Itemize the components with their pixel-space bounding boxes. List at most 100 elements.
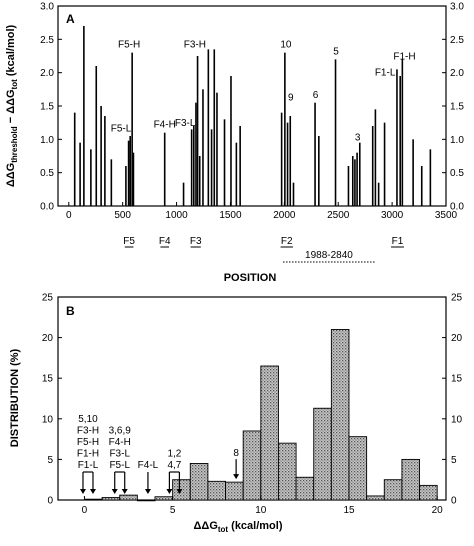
panel-a-annotation-11: F1-H [393, 51, 415, 62]
panel-b-annotation-1-line-3: F5-L [109, 460, 130, 471]
panel-a-xtick-label-1: 500 [114, 210, 131, 221]
panel-a-fragment-label-2: F3 [190, 236, 202, 247]
panel-b-annotation-2-line-0: F4-L [138, 460, 159, 471]
panel-b-annotation-1-line-2: F3-L [109, 449, 130, 460]
panel-b-bar-17 [383, 479, 403, 501]
panel-b-annotation-0-line-3: F1-H [77, 449, 99, 460]
panel-a-frame [57, 5, 447, 207]
panel-b-annotation-3-arrow-head-1 [176, 489, 183, 494]
panel-b-bar-16 [366, 495, 385, 501]
panel-b-bar-0 [84, 498, 103, 501]
panel-a-annotation-0: F5-H [118, 39, 140, 50]
panel-a-fragment-label-3: F2 [281, 236, 293, 247]
panel-b-annotation-1-line-1: F4-H [109, 437, 131, 448]
panel-b-bar-3 [136, 499, 156, 502]
panel-a-annotation-4: F3-L [175, 118, 196, 129]
panel-b-bar-6 [189, 463, 209, 501]
panel-a-annotation-6: 9 [288, 93, 294, 104]
panel-b-ytick-label-left-3: 15 [42, 374, 54, 385]
panel-b-annotation-0-line-2: F5-H [77, 437, 99, 448]
panel-a-annotation-3: F3-H [184, 39, 206, 50]
panel-a-ylabel: ΔΔGthreshold − ΔΔGtot (kcal/mol) [5, 24, 19, 187]
panel-a-fragment-label-4: F1 [392, 236, 404, 247]
panel-a-ytick-label-left-4: 2.0 [40, 68, 54, 79]
panel-b-xlabel-part1: ΔΔG [194, 520, 218, 532]
panel-a-ytick-label-left-5: 2.5 [40, 35, 54, 46]
panel-b-annotation-4-line-0: 8 [233, 448, 239, 459]
panel-b-bar-8 [225, 481, 244, 501]
panel-b-ytick-label-right-2: 10 [451, 414, 463, 425]
panel-b-bar-19 [419, 484, 438, 501]
panel-b-xlabel: ΔΔGtot (kcal/mol) [194, 520, 283, 534]
panel-a-ytick-label-right-2: 1.0 [450, 135, 464, 146]
panel-b-bar-15 [348, 436, 368, 501]
panel-b-annotation-4-arrow-head [233, 474, 240, 480]
panel-a-ytick-label-right-5: 2.5 [450, 35, 464, 46]
panel-b-xtick-label-1: 5 [170, 505, 176, 516]
panel-b-ytick-label-left-2: 10 [42, 414, 54, 425]
panel-a-ytick-label-right-0: 0.0 [450, 202, 464, 213]
panel-b-xtick-label-2: 10 [255, 505, 267, 516]
panel-b-ytick-label-left-4: 20 [42, 333, 54, 344]
panel-b-annotation-1-arrow-head-0 [111, 489, 118, 494]
panel-a-annotation-9: 3 [355, 133, 361, 144]
panel-a-xtick-label-2: 1000 [165, 210, 188, 221]
panel-a-range-label: 1988-2840 [305, 250, 353, 261]
panel-b-ytick-label-right-3: 15 [451, 374, 463, 385]
panel-a-ylabel-sub2: tot [10, 79, 19, 90]
panel-b-annotation-0-line-0: 5,10 [78, 414, 98, 425]
panel-a-ytick-label-right-3: 1.5 [450, 102, 464, 113]
panel-a-xtick-label-4: 2000 [273, 210, 296, 221]
panel-b-xtick-label-0: 0 [82, 505, 88, 516]
panel-b-bar-14 [330, 329, 350, 501]
panel-b-ytick-label-right-1: 5 [451, 455, 457, 466]
panel-a-annotation-1: F5-L [111, 123, 132, 134]
panel-b-annotation-3-arrow-head-0 [166, 489, 173, 494]
panel-b-bar-13 [313, 407, 332, 501]
panel-a-annotation-8: 5 [333, 47, 339, 58]
panel-a-ylabel-part3: (kcal/mol) [5, 24, 17, 79]
panel-a-annotation-7: 6 [313, 90, 319, 101]
panel-a-fragment-label-0: F5 [123, 236, 135, 247]
panel-a-ytick-label-left-0: 0.0 [40, 202, 54, 213]
panel-a-label: A [66, 12, 75, 26]
panel-a-ytick-label-right-6: 3.0 [450, 2, 464, 13]
panel-a-fragment-label-1: F4 [159, 236, 171, 247]
panel-b-bar-1 [101, 497, 121, 501]
panel-a-annotation-5: 10 [280, 39, 292, 50]
panel-b-bar-4 [154, 496, 174, 501]
panel-a-ylabel-sub1: threshold [10, 126, 19, 163]
panel-a-xtick-label-3: 1500 [219, 210, 242, 221]
panel-a-xtick-label-7: 3500 [435, 210, 458, 221]
panel-b-annotation-0-line-4: F1-L [78, 460, 99, 471]
panel-b-ylabel: DISTRIBUTION (%) [9, 348, 21, 447]
panel-b-ytick-label-left-0: 0 [47, 496, 53, 507]
panel-b-ytick-label-right-4: 20 [451, 333, 463, 344]
panel-a-ytick-label-right-4: 2.0 [450, 68, 464, 79]
panel-b-annotation-0-arrow-head-1 [89, 489, 96, 494]
panel-a-ytick-label-left-2: 1.0 [40, 135, 54, 146]
panel-b-bar-18 [401, 458, 420, 501]
panel-b-xtick-label-3: 15 [343, 505, 355, 516]
panel-a-ytick-label-left-1: 0.5 [40, 168, 54, 179]
panel-b-bar-12 [295, 476, 315, 501]
panel-b-annotation-3-line-1: 4,7 [167, 460, 181, 471]
panel-b-ytick-label-right-5: 25 [451, 293, 463, 304]
panel-b-annotation-1-line-0: 3,6,9 [109, 426, 132, 437]
panel-a-ytick-label-left-6: 3.0 [40, 2, 54, 13]
panel-b-bar-2 [119, 494, 138, 501]
panel-a-ytick-label-right-1: 0.5 [450, 168, 464, 179]
panel-b-ytick-label-right-0: 0 [451, 496, 457, 507]
panel-b-annotation-0-arrow-head-0 [79, 489, 86, 494]
panel-b-bar-11 [278, 442, 297, 501]
panel-b-bar-10 [260, 365, 279, 501]
panel-a-ytick-label-left-3: 1.5 [40, 102, 54, 113]
panel-b-annotation-2-arrow-head-0 [144, 489, 151, 494]
panel-b-bar-7 [207, 480, 226, 501]
panel-b-bar-9 [242, 430, 262, 501]
panel-b-xlabel-sub: tot [218, 525, 229, 534]
panel-b-label: B [66, 304, 75, 318]
